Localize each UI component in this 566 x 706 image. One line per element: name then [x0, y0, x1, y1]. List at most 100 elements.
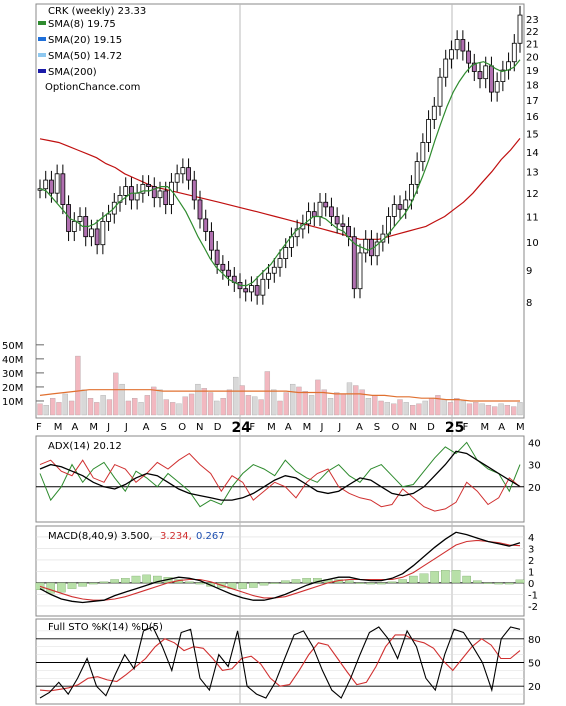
volume-bar [517, 402, 523, 416]
candle-body [186, 167, 191, 181]
legend-swatch-sma200 [38, 69, 46, 73]
candle-body [71, 220, 77, 232]
volume-bar [397, 399, 403, 416]
candle-body [449, 49, 454, 60]
month-label: D [427, 422, 435, 433]
macd-hist-bar [142, 574, 151, 584]
price-tick-label: 18 [526, 81, 539, 92]
volume-bar [277, 400, 283, 416]
macd-hist-bar [483, 582, 493, 584]
candle-body [243, 288, 249, 293]
volume-bar [441, 399, 447, 416]
candle-body [49, 179, 54, 194]
volume-bar [188, 393, 195, 416]
volume-bar [119, 383, 125, 416]
volume-bar [422, 400, 428, 416]
volume-bar [334, 392, 340, 416]
candle-body [317, 201, 323, 217]
volume-bar [182, 396, 188, 416]
legend-swatch-sma20 [38, 37, 46, 41]
candle-body [431, 105, 437, 120]
volume-tick-label: 30M [2, 369, 23, 380]
price-tick-label: 20 [526, 52, 539, 63]
month-label: F [36, 422, 42, 433]
volume-bar [258, 399, 264, 416]
candle-body [151, 186, 157, 199]
volume-bar [454, 398, 460, 416]
candle-body [426, 119, 431, 143]
candle-body [197, 199, 203, 220]
macd-hist-bar [387, 581, 397, 584]
macd-hist-bar [270, 582, 279, 584]
stoch-tick-label: 20 [528, 682, 541, 693]
month-label: J [337, 422, 341, 433]
volume-bar [264, 371, 271, 416]
macd-hist-bar [281, 580, 290, 584]
volume-bar [473, 402, 479, 416]
candle-body [351, 236, 357, 290]
macd-hist-bar [462, 575, 471, 584]
candle-body [437, 76, 443, 107]
volume-bar [428, 398, 435, 416]
month-label: M [303, 422, 312, 433]
volume-bar [511, 406, 517, 416]
candle-body [140, 183, 146, 194]
volume-tick-label: 20M [2, 383, 23, 394]
adx-tick-label: 30 [528, 461, 541, 472]
month-label: F [463, 422, 469, 433]
volume-bar [372, 395, 378, 416]
month-label: 24 [232, 420, 252, 436]
volume-bar [220, 398, 226, 416]
candle-body [334, 216, 340, 225]
candle-body [174, 173, 180, 183]
macd-hist-bar [99, 581, 109, 584]
candle-body [226, 269, 231, 277]
volume-tick-label: 40M [2, 355, 23, 366]
volume-bar [233, 376, 239, 416]
candle-body [511, 42, 517, 63]
month-label: J [124, 422, 128, 433]
month-label: A [72, 422, 79, 433]
macd-tick-label: -2 [528, 602, 538, 613]
volume-layer [37, 355, 523, 416]
candle-body [460, 39, 466, 52]
month-label: M [516, 422, 525, 433]
month-label: M [54, 422, 63, 433]
volume-bar [365, 398, 372, 416]
stoch-tick-label: 50 [528, 659, 541, 670]
legend-swatch-sma50 [38, 53, 46, 57]
month-label: M [89, 422, 98, 433]
macd-hist-bar [409, 575, 418, 584]
candle-body [169, 181, 174, 205]
candle-body [191, 179, 197, 201]
stoch-d-line [39, 634, 521, 692]
volume-bar [321, 389, 327, 416]
month-label: A [498, 422, 505, 433]
month-label: O [178, 422, 186, 433]
price-tick-label: 14 [526, 148, 539, 159]
candle-body [89, 228, 94, 238]
volume-bar [340, 393, 346, 416]
macd-hist-bar [291, 579, 301, 584]
candle-body [60, 173, 66, 205]
volume-bar [346, 382, 353, 416]
volume-bar [271, 389, 277, 416]
volume-bar [214, 400, 220, 416]
volume-bar [62, 393, 68, 416]
macd-hist-bar [57, 582, 66, 593]
macd-tick-label: 1 [528, 567, 534, 578]
stoch-label: Full STO %K(14) %D(5) [48, 622, 163, 633]
volume-bar [359, 389, 365, 416]
month-label: A [356, 422, 363, 433]
volume-bar [201, 388, 207, 416]
legend: SMA(8) 19.75 SMA(20) 19.15 SMA(50) 14.72… [38, 19, 122, 78]
price-tick-label: 22 [526, 27, 539, 38]
ticker-title: CRK (weekly) 23.33 [48, 6, 146, 17]
macd-tick-label: 0 [528, 579, 534, 590]
volume-bar [302, 390, 308, 416]
month-label: J [106, 422, 110, 433]
volume-bar [327, 398, 334, 416]
macd-hist-bar [451, 570, 461, 584]
macd-hist-bar [78, 582, 87, 587]
macd-hist-bar [302, 578, 311, 584]
